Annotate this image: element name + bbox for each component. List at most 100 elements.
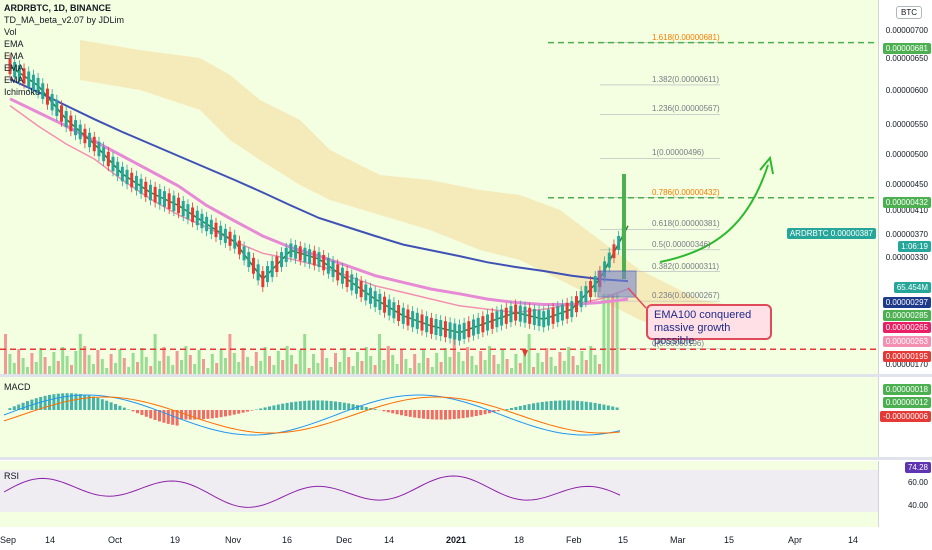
candle: [50, 94, 54, 111]
forecast-arrow: [659, 164, 769, 263]
macd-histogram-bar: [34, 398, 38, 410]
candle: [617, 236, 621, 250]
candle: [579, 291, 583, 308]
volume-bar: [514, 354, 518, 374]
volume-bar: [413, 354, 417, 374]
macd-histogram-bar: [131, 410, 135, 412]
volume-bar: [558, 352, 562, 374]
time-tick: 19: [170, 535, 181, 545]
macd-histogram-bar: [250, 410, 254, 411]
indicator-title[interactable]: TD_MA_beta_v2.07 by JDLim: [4, 15, 125, 25]
pane-separator[interactable]: [0, 457, 932, 460]
candle: [111, 156, 115, 172]
legend-ema[interactable]: EMA: [4, 63, 24, 73]
volume-bar: [325, 358, 329, 374]
macd-histogram-bar: [215, 410, 219, 418]
volume-bar: [391, 355, 395, 374]
candle: [364, 284, 368, 301]
volume-bar: [92, 364, 95, 374]
candle: [125, 169, 129, 185]
volume-bar: [153, 334, 157, 374]
volume-bar: [589, 346, 593, 374]
candle: [195, 210, 199, 226]
volume-bar: [254, 352, 258, 374]
candle: [167, 193, 171, 209]
volume-bar: [518, 363, 522, 374]
macd-value-tag: 0.00000012: [882, 397, 931, 408]
macd-histogram-bar: [334, 401, 337, 410]
macd-histogram-bar: [228, 410, 232, 416]
volume-bar: [408, 368, 412, 374]
candle: [177, 197, 181, 214]
candle: [373, 291, 377, 308]
volume-bar: [602, 294, 606, 374]
candle: [607, 252, 611, 268]
volume-bar: [70, 365, 73, 374]
candle: [251, 257, 255, 274]
macd-histogram-bar: [356, 405, 359, 410]
macd-histogram-bar: [272, 405, 276, 410]
candle: [425, 316, 429, 333]
volume-bar: [8, 354, 12, 374]
volume-bar: [56, 361, 60, 374]
legend-ema[interactable]: EMA: [4, 51, 24, 61]
macd-histogram-bar: [448, 410, 452, 420]
volume-bar: [122, 358, 126, 374]
annotation-callout[interactable]: EMA100 conquered massive growth possible: [646, 304, 772, 347]
volume-bar: [351, 366, 355, 374]
legend-ema[interactable]: EMA: [4, 75, 24, 85]
volume-bar: [149, 366, 153, 374]
legend-ema[interactable]: EMA: [4, 39, 24, 49]
volume-bar: [87, 355, 91, 374]
candle: [69, 115, 73, 132]
candle: [575, 296, 578, 313]
legend-vol[interactable]: Vol: [4, 27, 17, 37]
candle: [280, 252, 284, 268]
candle: [457, 324, 461, 341]
candle: [266, 266, 269, 283]
volume-bar: [452, 334, 456, 374]
volume-bar: [118, 349, 122, 374]
symbol-title[interactable]: ARDRBTC, 1D, BINANCE: [4, 3, 112, 13]
price-tick: 0.00000370: [885, 230, 928, 239]
volume-bar: [492, 355, 496, 374]
macd-histogram-bar: [466, 410, 469, 418]
candle: [303, 247, 307, 263]
volume-bar: [584, 360, 588, 374]
macd-histogram-bar: [210, 410, 214, 419]
volume-bar: [21, 358, 25, 374]
legend-ichimoku[interactable]: Ichimoku: [4, 87, 41, 97]
macd-title[interactable]: MACD: [4, 382, 31, 392]
volume-bar: [496, 364, 500, 374]
candle: [120, 166, 124, 182]
candle: [270, 261, 274, 278]
macd-histogram-bar: [611, 406, 615, 410]
volume-bar: [158, 361, 161, 374]
macd-histogram-bar: [413, 410, 417, 418]
macd-histogram-bar: [479, 410, 483, 416]
annotation-line-1: EMA100 conquered: [654, 309, 752, 321]
time-tick: Oct: [108, 535, 123, 545]
chart-canvas[interactable]: [0, 0, 878, 530]
volume-bar: [378, 334, 381, 374]
pane-separator[interactable]: [0, 374, 932, 377]
macd-histogram-bar: [457, 410, 461, 419]
volume-bar: [259, 361, 263, 374]
rsi-title[interactable]: RSI: [4, 471, 20, 481]
macd-histogram-bar: [56, 393, 60, 410]
volume-bar: [26, 367, 29, 374]
macd-histogram-bar: [17, 404, 21, 410]
volume-bar: [78, 334, 82, 374]
macd-histogram-bar: [400, 410, 403, 416]
candle: [448, 322, 452, 339]
macd-histogram-bar: [496, 410, 500, 412]
time-tick: 15: [618, 535, 629, 545]
macd-histogram-bar: [514, 406, 518, 410]
candle: [589, 281, 593, 298]
candle: [383, 296, 387, 313]
volume-bar: [422, 349, 425, 374]
volume-bar: [298, 350, 302, 374]
price-tick: 0.00000650: [885, 54, 928, 63]
macd-pane[interactable]: [0, 377, 878, 457]
currency-badge[interactable]: BTC: [896, 6, 922, 19]
